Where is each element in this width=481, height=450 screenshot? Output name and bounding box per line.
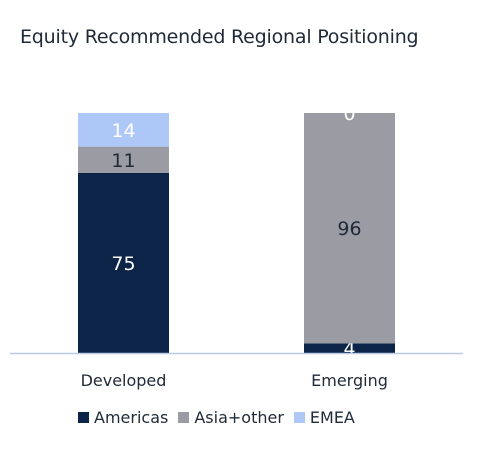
data-label-developed-asia-other: 11 bbox=[111, 150, 135, 172]
bar-emerging-americas bbox=[304, 343, 395, 353]
data-label-emerging-americas: 4 bbox=[343, 338, 355, 360]
bar-emerging-asia-other bbox=[304, 113, 395, 344]
category-label-developed: Developed bbox=[81, 371, 167, 390]
data-label-developed-americas: 75 bbox=[111, 253, 135, 275]
category-label-emerging: Emerging bbox=[311, 371, 388, 390]
legend-item-americas: Americas bbox=[78, 408, 168, 427]
bar-developed-americas bbox=[78, 173, 169, 353]
legend-label-emea: EMEA bbox=[309, 408, 355, 427]
chart-title: Equity Recommended Regional Positioning bbox=[20, 26, 419, 48]
data-label-developed-emea: 14 bbox=[111, 120, 135, 142]
data-label-emerging-emea: 0 bbox=[343, 103, 355, 125]
legend-swatch-americas bbox=[78, 412, 89, 423]
legend: Americas Asia+other EMEA bbox=[78, 408, 355, 427]
legend-swatch-asia-other bbox=[178, 412, 190, 423]
bar-developed-asia-other bbox=[78, 146, 169, 173]
data-label-emerging-asia-other: 96 bbox=[337, 218, 361, 240]
legend-item-emea: EMEA bbox=[293, 408, 355, 427]
legend-item-asia-other: Asia+other bbox=[178, 408, 284, 427]
legend-label-americas: Americas bbox=[94, 408, 169, 427]
bar-developed-emea bbox=[78, 113, 169, 147]
legend-label-asia-other: Asia+other bbox=[194, 408, 284, 427]
legend-swatch-emea bbox=[293, 412, 305, 423]
